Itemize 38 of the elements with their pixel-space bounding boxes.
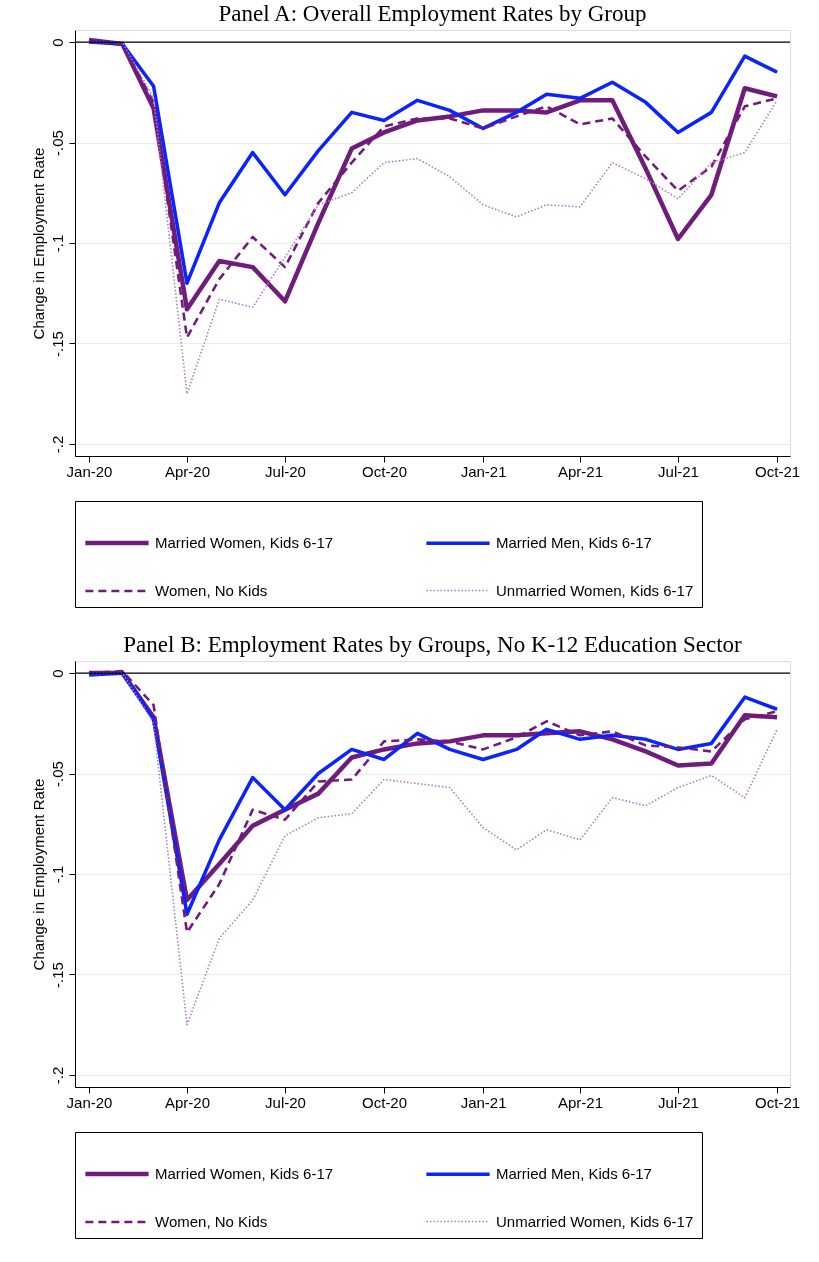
x-tick-label: Jul-21 [658,462,699,480]
x-tick-label: Jul-21 [658,1093,699,1111]
legend-label: Women, No Kids [155,1213,268,1230]
legend-label: Women, No Kids [155,582,268,599]
y-tick-label: -.1 [48,865,66,884]
y-axis-title: Change in Employment Rate [29,147,47,340]
chart-title: Panel A: Overall Employment Rates by Group [218,1,647,26]
x-tick-label: Oct-21 [755,462,801,480]
x-tick-label: Jan-21 [460,462,507,480]
x-tick-label: Jan-20 [66,462,113,480]
y-axis-title: Change in Employment Rate [29,778,47,971]
x-tick-label: Jul-20 [265,1093,306,1111]
y-tick-label: -.05 [48,130,66,156]
y-tick-label: -.2 [48,435,66,454]
y-tick-label: -.15 [48,331,66,357]
legend-label: Unmarried Women, Kids 6-17 [496,1212,694,1230]
y-tick-label: 0 [48,669,66,678]
y-tick-label: -.2 [48,1066,66,1085]
x-tick-label: Oct-20 [362,1093,408,1111]
x-tick-label: Apr-20 [164,462,210,480]
x-tick-label: Apr-21 [558,462,604,480]
x-tick-label: Jul-20 [265,462,306,480]
legend-label: Married Men, Kids 6-17 [496,534,652,552]
legend-label: Married Women, Kids 6-17 [155,1165,334,1182]
y-tick-label: -.15 [48,962,66,988]
x-tick-label: Oct-21 [755,1093,801,1111]
legend-label: Unmarried Women, Kids 6-17 [496,581,694,599]
y-tick-label: -.1 [48,234,66,253]
y-tick-label: 0 [48,38,66,47]
x-tick-label: Jan-21 [460,1093,507,1111]
x-tick-label: Apr-20 [164,1093,210,1111]
x-tick-label: Jan-20 [66,1093,113,1111]
x-tick-label: Oct-20 [362,462,408,480]
x-tick-label: Apr-21 [558,1093,604,1111]
legend-label: Married Men, Kids 6-17 [496,1165,652,1183]
chart-title: Panel B: Employment Rates by Groups, No K-12 Education Sector [123,632,743,657]
y-tick-label: -.05 [48,761,66,787]
legend-label: Married Women, Kids 6-17 [155,534,334,551]
